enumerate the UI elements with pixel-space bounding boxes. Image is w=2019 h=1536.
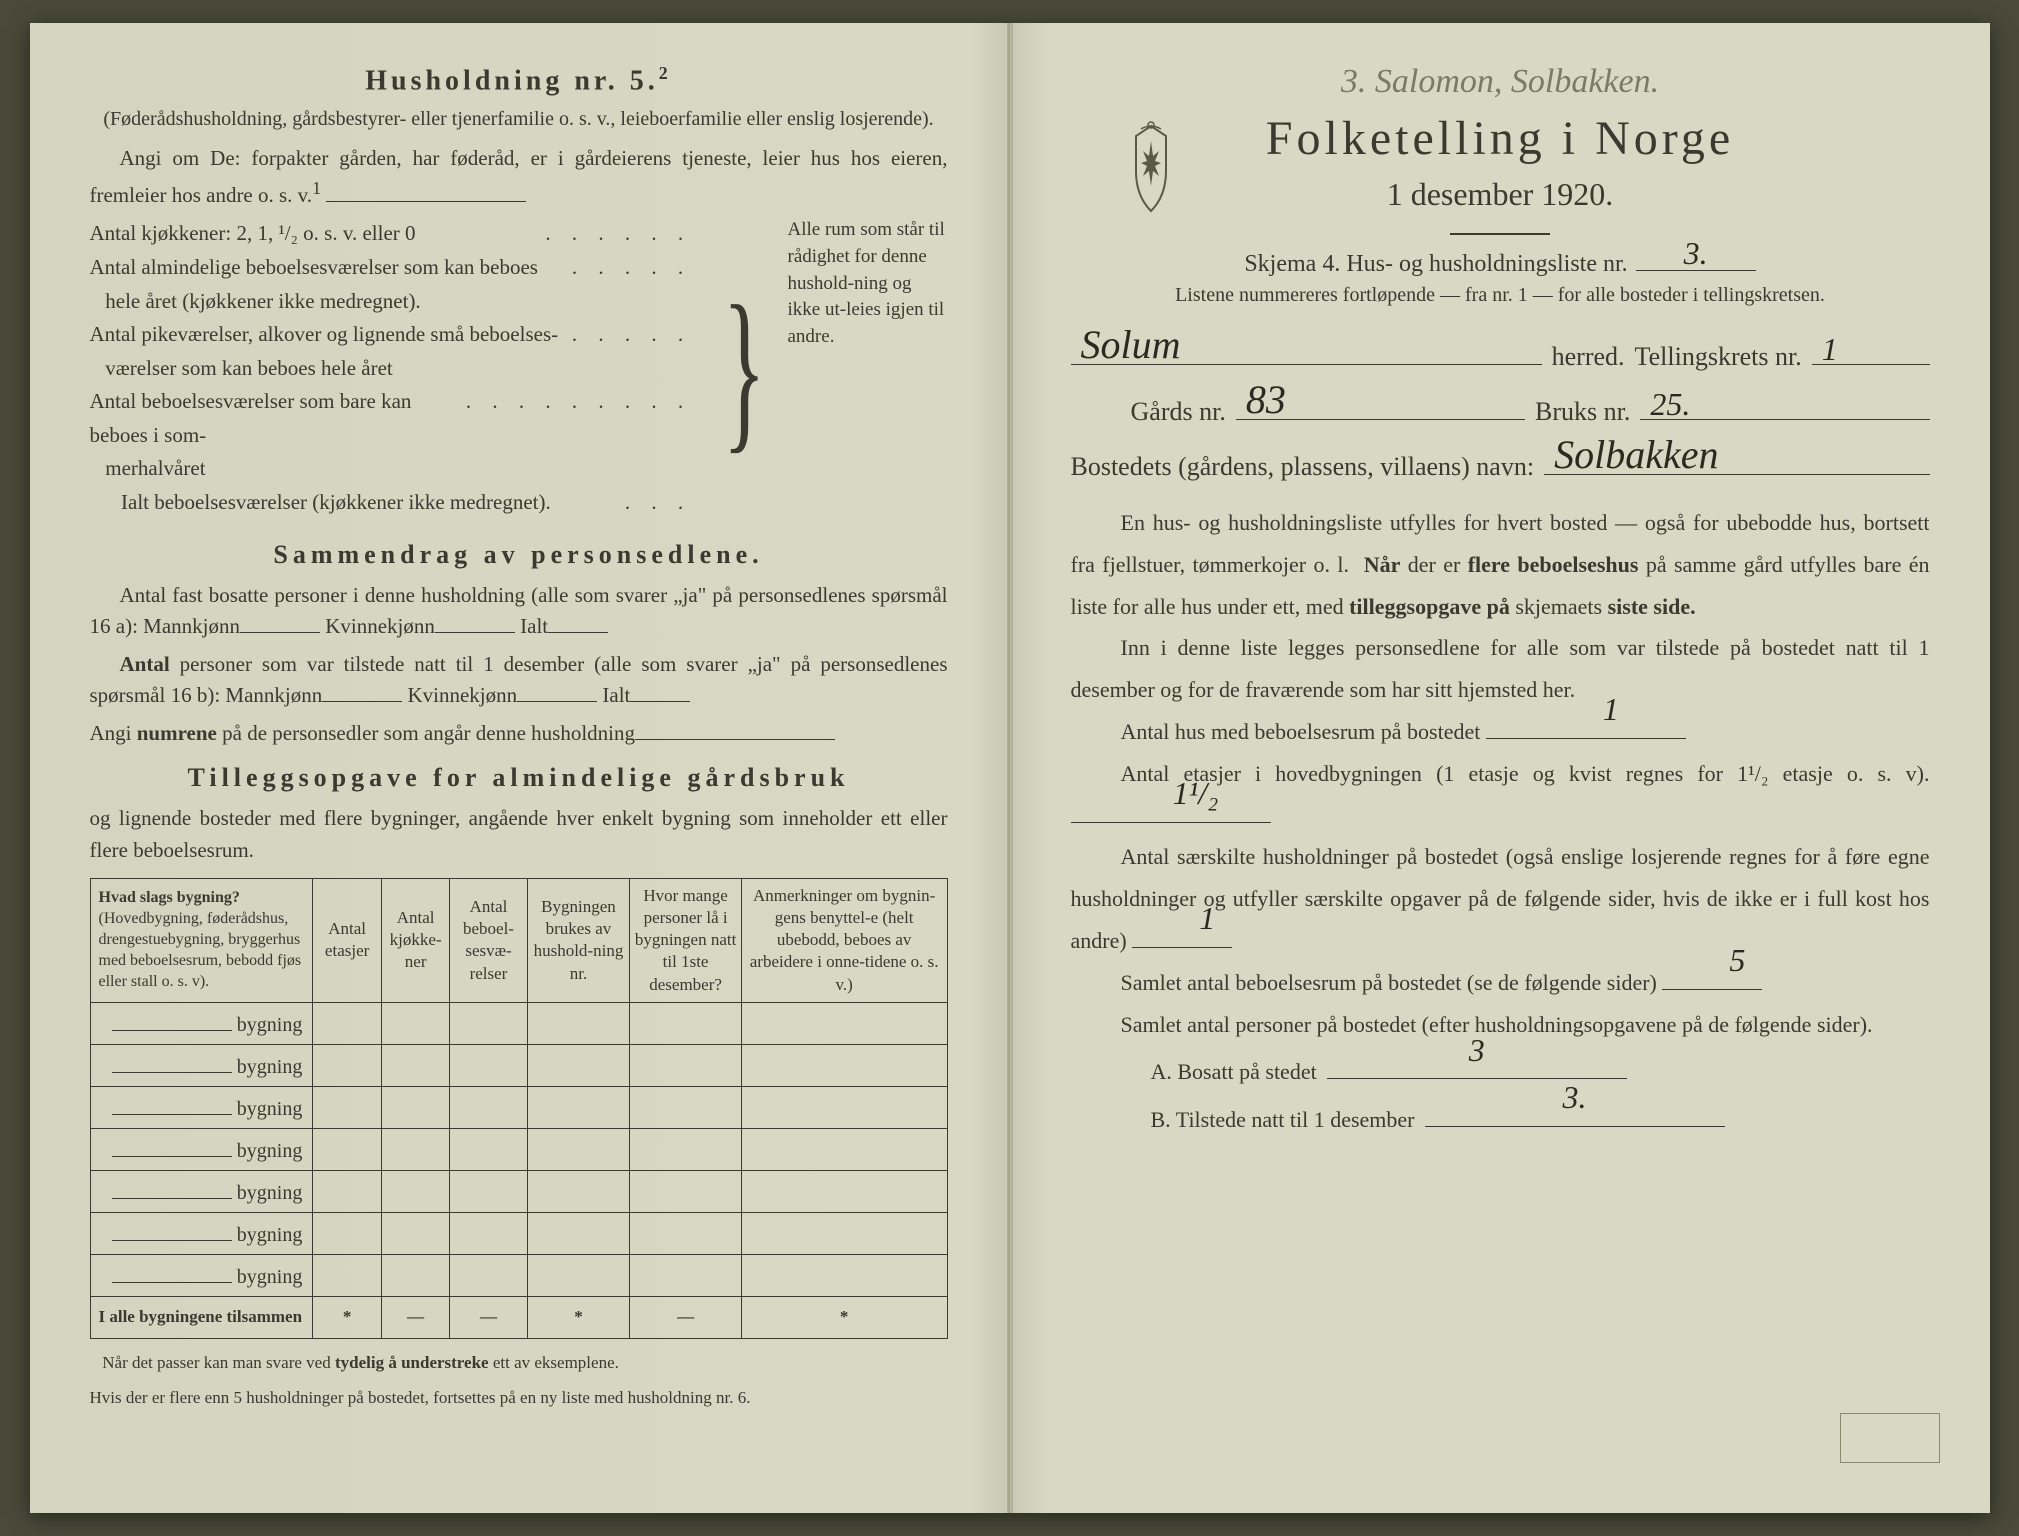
row-b: B. Tilstede natt til 1 desember 3.	[1151, 1099, 1930, 1141]
table-row: bygning	[90, 1170, 947, 1212]
hw-bruks: 25.	[1650, 386, 1690, 423]
row-kitchens: Antal kjøkkener: 2, 1, ¹/₂ o. s. v. elle…	[90, 217, 536, 251]
census-document: Husholdning nr. 5.2 (Føderådshusholdning…	[30, 23, 1990, 1513]
hw-gards: 83	[1246, 376, 1286, 423]
th-remarks: Anmerkninger om bygnin-gens benyttel-e (…	[741, 879, 947, 1002]
bosted-row: Bostedets (gårdens, plassens, villaens) …	[1071, 447, 1930, 482]
tillegg-subtext: og lignende bosteder med flere bygninger…	[90, 803, 948, 866]
th-rooms: Antal beboel-sesvæ-relser	[450, 879, 527, 1002]
sammendrag-title: Sammendrag av personsedlene.	[90, 540, 948, 570]
side-note: Alle rum som står til rådighet for denne…	[788, 217, 948, 519]
subtitle: 1 desember 1920.	[1071, 176, 1930, 213]
hw-floors: 1¹/₂	[1123, 763, 1219, 824]
hw-krets: 1	[1822, 331, 1838, 368]
samm-line1: Antal fast bosatte personer i denne hush…	[90, 580, 948, 643]
th-floors: Antal etasjer	[313, 879, 382, 1002]
table-row: bygning	[90, 1086, 947, 1128]
tillegg-title: Tilleggsopgave for almindelige gårdsbruk	[90, 763, 948, 793]
para-2: Inn i denne liste legges personsedlene f…	[1071, 627, 1930, 711]
table-row: bygning	[90, 1212, 947, 1254]
skjema-row: Skjema 4. Hus- og husholdningsliste nr. …	[1071, 247, 1930, 278]
left-page: Husholdning nr. 5.2 (Føderådshusholdning…	[30, 23, 1010, 1513]
handwritten-header: 3. Salomon, Solbakken.	[1071, 63, 1930, 101]
printer-stamp	[1840, 1413, 1940, 1463]
table-row: bygning	[90, 1128, 947, 1170]
row-total-rooms: Ialt beboelsesværelser (kjøkkener ikke m…	[90, 486, 615, 520]
herred-row: Solum herred. Tellingskrets nr. 1	[1071, 337, 1930, 372]
hw-households: 1	[1149, 888, 1215, 949]
samm-line3: Angi numrene på de personsedler som angå…	[90, 718, 948, 750]
field-households: Antal særskilte husholdninger på bostede…	[1071, 836, 1930, 961]
field-persons-total: Samlet antal personer på bostedet (efter…	[1071, 1004, 1930, 1046]
footnote-1: Når det passer kan man svare ved tydelig…	[90, 1351, 948, 1375]
hw-houses: 1	[1553, 679, 1619, 740]
table-totals-row: I alle bygningene tilsammen * — — * — *	[90, 1296, 947, 1338]
row-a: A. Bosatt på stedet 3	[1151, 1051, 1930, 1093]
hw-resident: 3	[1469, 1020, 1485, 1081]
samm-line2: Antal personer som var tilstede natt til…	[90, 649, 948, 712]
main-title: Folketelling i Norge	[1071, 111, 1930, 166]
body-text: En hus- og husholdningsliste utfylles fo…	[1071, 502, 1930, 1141]
th-persons-night: Hvor mange personer lå i bygningen natt …	[630, 879, 741, 1002]
gards-row: Gårds nr. 83 Bruks nr. 25.	[1131, 392, 1930, 427]
household-subtext: (Føderådshusholdning, gårdsbestyrer- ell…	[90, 105, 948, 133]
th-building-type: Hvad slags bygning? (Hovedbygning, føder…	[90, 879, 313, 1002]
rooms-block: Antal kjøkkener: 2, 1, ¹/₂ o. s. v. elle…	[90, 217, 948, 519]
table-row: bygning	[90, 1002, 947, 1044]
field-houses: Antal hus med beboelsesrum på bostedet 1	[1071, 711, 1930, 753]
table-row: bygning	[90, 1254, 947, 1296]
header-block: Folketelling i Norge 1 desember 1920. Sk…	[1071, 111, 1930, 307]
row-summer-rooms: Antal beboelsesværelser som bare kan beb…	[90, 385, 456, 486]
household-title: Husholdning nr. 5.2	[90, 63, 948, 97]
para-1: En hus- og husholdningsliste utfylles fo…	[1071, 502, 1930, 627]
hw-herred: Solum	[1081, 321, 1181, 368]
footnote-2: Hvis der er flere enn 5 husholdninger på…	[90, 1386, 948, 1410]
row-ordinary-rooms: Antal almindelige beboelsesværelser som …	[90, 251, 562, 318]
row-small-rooms: Antal pikeværelser, alkover og lignende …	[90, 318, 562, 385]
instruction-angi: Angi om De: forpakter gården, har føderå…	[90, 143, 948, 211]
th-household-nr: Bygningen brukes av hushold-ning nr.	[527, 879, 630, 1002]
field-rooms-total: Samlet antal beboelsesrum på bostedet (s…	[1071, 962, 1930, 1004]
hw-form-number: 3.	[1684, 235, 1708, 272]
divider	[1450, 233, 1550, 235]
coat-of-arms-icon	[1111, 121, 1191, 221]
right-page: 3. Salomon, Solbakken. Folketelling i No…	[1010, 23, 1990, 1513]
hw-present: 3.	[1563, 1067, 1587, 1128]
table-row: bygning	[90, 1044, 947, 1086]
buildings-table: Hvad slags bygning? (Hovedbygning, føder…	[90, 878, 948, 1338]
th-kitchens: Antal kjøkke-ner	[381, 879, 450, 1002]
listene-text: Listene nummereres fortløpende — fra nr.…	[1071, 284, 1930, 307]
hw-rooms-total: 5	[1679, 930, 1745, 991]
field-floors: Antal etasjer i hovedbygningen (1 etasje…	[1071, 753, 1930, 837]
hw-bosted: Solbakken	[1554, 431, 1718, 478]
brace-icon: }	[723, 217, 766, 519]
